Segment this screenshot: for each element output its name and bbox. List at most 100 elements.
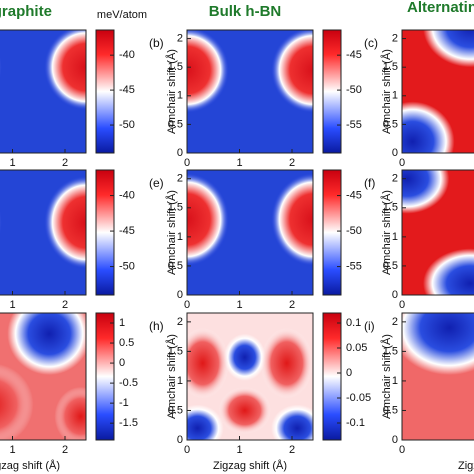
heatmap-blob bbox=[223, 333, 266, 381]
y-tick-label: 0.5 bbox=[383, 404, 398, 416]
heatmap bbox=[402, 30, 474, 153]
heatmap bbox=[402, 170, 474, 295]
x-tick-label: 0 bbox=[184, 157, 190, 169]
heatmap bbox=[187, 30, 313, 153]
y-tick-label: 1 bbox=[177, 231, 183, 243]
heatmap bbox=[402, 313, 474, 440]
heatmap-blob bbox=[187, 30, 229, 113]
colorbar bbox=[95, 312, 115, 441]
colorbar-tick-label: -45 bbox=[346, 189, 362, 201]
x-tick-label: 1 bbox=[236, 444, 242, 456]
x-tick-label: 0 bbox=[399, 444, 405, 456]
panel-label: (f) bbox=[364, 176, 375, 190]
y-tick-label: 2 bbox=[177, 32, 183, 44]
plot-frame bbox=[186, 29, 314, 154]
y-tick-label: 0.5 bbox=[383, 118, 398, 130]
colorbar-tick-label: 1 bbox=[119, 317, 125, 329]
y-tick-label: 2 bbox=[392, 32, 398, 44]
x-tick-label: 1 bbox=[236, 299, 242, 311]
colorbar-tick-label: 0 bbox=[346, 367, 352, 379]
heatmap-blob bbox=[402, 170, 450, 214]
x-tick-label: 2 bbox=[62, 444, 68, 456]
heatmap bbox=[187, 170, 313, 295]
colorbar-tick-label: -55 bbox=[346, 260, 362, 272]
colorbar-tick-label: -55 bbox=[346, 119, 362, 131]
plot-frame bbox=[401, 29, 474, 154]
y-tick-label: 2 bbox=[392, 173, 398, 185]
x-tick-label: 1 bbox=[9, 444, 15, 456]
x-tick-label: 1 bbox=[9, 157, 15, 169]
colorbar-tick-label: -0.1 bbox=[346, 417, 365, 429]
heatmap-blob bbox=[44, 30, 86, 111]
y-tick-label: 2 bbox=[177, 173, 183, 185]
x-tick-label: 2 bbox=[62, 157, 68, 169]
colorbar-tick-label: 0.1 bbox=[346, 317, 361, 329]
plot-frame bbox=[186, 169, 314, 296]
x-tick-label: 0 bbox=[399, 157, 405, 169]
heatmap-blob bbox=[402, 101, 455, 153]
x-tick-label: 1 bbox=[236, 157, 242, 169]
heatmap-blob bbox=[271, 30, 313, 113]
colorbar-unit: meV/atom bbox=[97, 9, 147, 21]
y-tick-label: 0 bbox=[177, 289, 183, 301]
heatmap bbox=[187, 313, 313, 440]
y-tick-label: 0.5 bbox=[383, 260, 398, 272]
panel-label: (b) bbox=[149, 36, 164, 50]
y-axis-label: Armchair shift (Å) bbox=[380, 49, 393, 134]
x-axis-label: Zigzag shift (Å) bbox=[213, 459, 287, 472]
heatmap-blob bbox=[260, 327, 313, 399]
plot-frame bbox=[0, 169, 87, 296]
y-tick-label: 0 bbox=[392, 434, 398, 446]
colorbar-tick-label: -45 bbox=[119, 225, 135, 237]
y-tick-label: 1.5 bbox=[383, 345, 398, 357]
y-axis-label: Armchair shift (Å) bbox=[165, 49, 178, 134]
x-tick-label: 0 bbox=[399, 299, 405, 311]
colorbar-tick-label: -45 bbox=[346, 49, 362, 61]
colorbar-tick-label: -40 bbox=[119, 49, 135, 61]
heatmap-blob bbox=[0, 364, 34, 440]
y-tick-label: 1.5 bbox=[383, 61, 398, 73]
plot-frame bbox=[401, 169, 474, 296]
heatmap-blob bbox=[187, 404, 224, 440]
colorbar-tick-label: -50 bbox=[346, 84, 362, 96]
y-tick-label: 1.5 bbox=[383, 202, 398, 214]
x-tick-label: 0 bbox=[184, 444, 190, 456]
y-tick-label: 1 bbox=[392, 375, 398, 387]
panel-label: (e) bbox=[149, 176, 164, 190]
colorbar-tick-label: -40 bbox=[119, 189, 135, 201]
y-tick-label: 0.5 bbox=[168, 118, 183, 130]
x-tick-label: 2 bbox=[62, 299, 68, 311]
colorbar bbox=[95, 169, 115, 296]
heatmap-blob bbox=[187, 172, 229, 266]
x-tick-label: 2 bbox=[289, 157, 295, 169]
y-tick-label: 2 bbox=[177, 316, 183, 328]
plot-frame bbox=[0, 29, 87, 154]
y-tick-label: 1.5 bbox=[168, 345, 183, 357]
heatmap-blob bbox=[54, 386, 86, 440]
colorbar bbox=[322, 29, 342, 154]
y-tick-label: 0 bbox=[392, 147, 398, 159]
heatmap-blob bbox=[7, 313, 86, 376]
colorbar-tick-label: -0.5 bbox=[119, 377, 138, 389]
colorbar bbox=[95, 29, 115, 154]
colorbar bbox=[322, 169, 342, 296]
y-tick-label: 0.5 bbox=[168, 404, 183, 416]
heatmap-blob bbox=[0, 208, 2, 237]
y-axis-label: Armchair shift (Å) bbox=[165, 334, 178, 419]
heatmap-blob bbox=[271, 404, 313, 440]
x-axis-label: Zigzag shift (Å) bbox=[0, 459, 60, 472]
y-axis-label: Armchair shift (Å) bbox=[380, 190, 393, 275]
x-tick-label: 0 bbox=[184, 299, 190, 311]
x-axis-label: Zigzag shift (Å) bbox=[458, 459, 474, 472]
y-tick-label: 0 bbox=[177, 434, 183, 446]
colorbar-tick-label: 0.05 bbox=[346, 342, 367, 354]
heatmap bbox=[0, 313, 86, 440]
heatmap-blob bbox=[271, 172, 313, 266]
title: Bulk h-BN bbox=[209, 3, 282, 20]
y-tick-label: 1.5 bbox=[168, 61, 183, 73]
heatmap-blob bbox=[423, 248, 474, 295]
plot-frame bbox=[401, 312, 474, 441]
heatmap-blob bbox=[402, 313, 474, 376]
heatmap-blob bbox=[218, 386, 271, 435]
colorbar bbox=[322, 312, 342, 441]
